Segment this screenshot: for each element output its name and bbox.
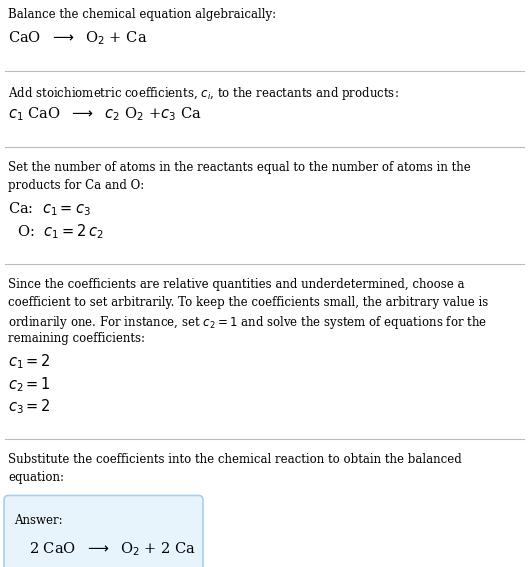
Text: Balance the chemical equation algebraically:: Balance the chemical equation algebraica… bbox=[8, 9, 277, 22]
Text: remaining coefficients:: remaining coefficients: bbox=[8, 332, 145, 345]
Text: $c_3 = 2$: $c_3 = 2$ bbox=[8, 397, 51, 416]
Text: CaO  $\longrightarrow$  O$_2$ + Ca: CaO $\longrightarrow$ O$_2$ + Ca bbox=[8, 29, 148, 47]
Text: equation:: equation: bbox=[8, 471, 65, 484]
Text: coefficient to set arbitrarily. To keep the coefficients small, the arbitrary va: coefficient to set arbitrarily. To keep … bbox=[8, 296, 489, 309]
Text: Add stoichiometric coefficients, $c_i$, to the reactants and products:: Add stoichiometric coefficients, $c_i$, … bbox=[8, 84, 399, 101]
Text: O:  $c_1 = 2\,c_2$: O: $c_1 = 2\,c_2$ bbox=[8, 222, 104, 241]
Text: Answer:: Answer: bbox=[14, 514, 62, 527]
Text: products for Ca and O:: products for Ca and O: bbox=[8, 179, 144, 192]
FancyBboxPatch shape bbox=[4, 496, 203, 567]
Text: $c_1 = 2$: $c_1 = 2$ bbox=[8, 353, 51, 371]
Text: $c_2 = 1$: $c_2 = 1$ bbox=[8, 375, 51, 393]
Text: Ca:  $c_1 = c_3$: Ca: $c_1 = c_3$ bbox=[8, 200, 91, 218]
Text: ordinarily one. For instance, set $c_2 = 1$ and solve the system of equations fo: ordinarily one. For instance, set $c_2 =… bbox=[8, 314, 488, 331]
Text: Since the coefficients are relative quantities and underdetermined, choose a: Since the coefficients are relative quan… bbox=[8, 278, 465, 291]
Text: Set the number of atoms in the reactants equal to the number of atoms in the: Set the number of atoms in the reactants… bbox=[8, 161, 471, 174]
Text: Substitute the coefficients into the chemical reaction to obtain the balanced: Substitute the coefficients into the che… bbox=[8, 453, 462, 466]
Text: 2 CaO  $\longrightarrow$  O$_2$ + 2 Ca: 2 CaO $\longrightarrow$ O$_2$ + 2 Ca bbox=[30, 540, 197, 558]
Text: $c_1$ CaO  $\longrightarrow$  $c_2$ O$_2$ +$c_3$ Ca: $c_1$ CaO $\longrightarrow$ $c_2$ O$_2$ … bbox=[8, 105, 202, 123]
